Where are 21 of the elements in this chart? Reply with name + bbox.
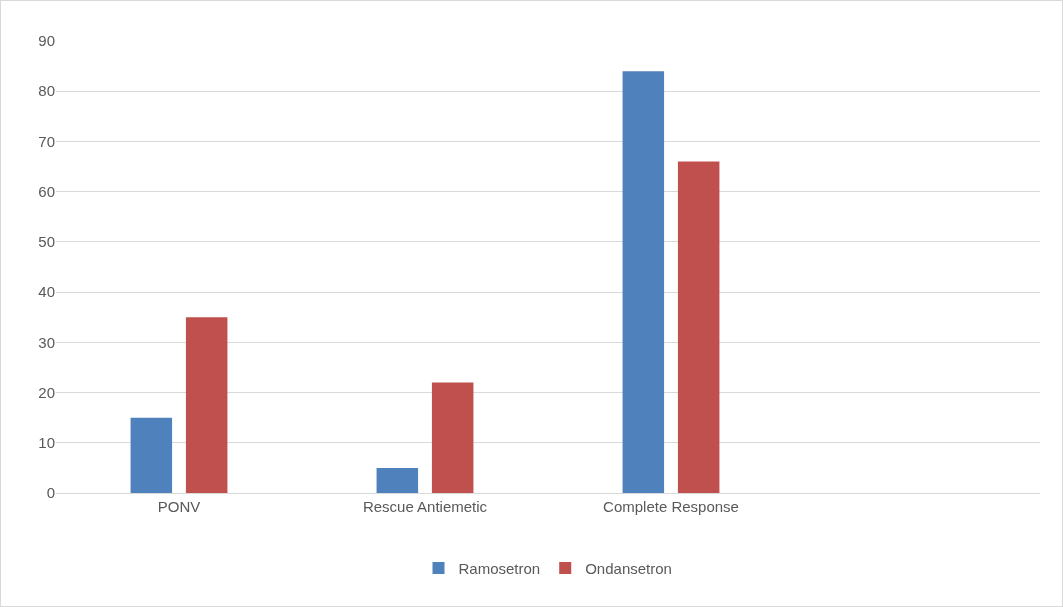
y-tick-label: 20	[38, 383, 55, 401]
bar	[677, 161, 720, 493]
x-tick-label: Rescue Antiemetic	[362, 498, 488, 515]
legend-label: Ondansetron	[585, 559, 672, 577]
bar	[130, 417, 173, 493]
y-tick-label: 80	[38, 82, 55, 100]
bar	[376, 467, 419, 493]
x-tick-label: PONV	[157, 498, 201, 515]
bar	[431, 382, 474, 493]
y-tick-label: 0	[46, 484, 55, 502]
y-tick-label: 70	[38, 132, 55, 150]
y-tick-label: 50	[38, 233, 55, 251]
x-tick-label: Complete Response	[603, 498, 739, 515]
legend-label: Ramosetron	[458, 559, 541, 577]
bar	[185, 317, 228, 493]
y-tick-label: 90	[38, 32, 55, 50]
y-tick-label: 10	[38, 434, 55, 452]
bar	[622, 71, 665, 493]
y-tick-label: 60	[38, 182, 55, 200]
y-tick-label: 40	[38, 283, 55, 301]
y-tick-label: 30	[38, 333, 55, 351]
